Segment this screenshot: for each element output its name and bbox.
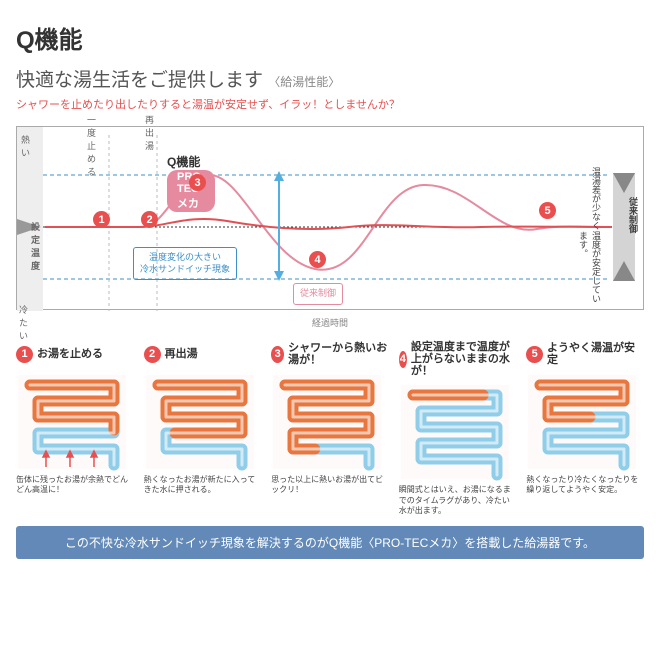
step-number-3: 3 bbox=[271, 346, 284, 363]
step-title-4: 設定温度まで温度が上がらないままの水が！ bbox=[411, 341, 516, 377]
step-2: 2 再出湯熱くなったお湯が新たに入ってきた水に押される。 bbox=[144, 341, 262, 516]
step-number-5: 5 bbox=[526, 346, 543, 363]
step-desc-1: 缶体に残ったお湯が余熱でどんどん高温に！ bbox=[16, 475, 134, 496]
subtitle-main: 快適な湯生活をご提供します bbox=[16, 70, 263, 91]
summary-banner: この不快な冷水サンドイッチ現象を解決するのがQ機能〈PRO-TECメカ〉を搭載し… bbox=[16, 526, 644, 559]
step-illustration-4 bbox=[399, 383, 517, 481]
subtitle: 快適な湯生活をご提供します 〈給湯性能〉 bbox=[16, 65, 644, 92]
right-bracket-label: 従来制御 bbox=[627, 197, 640, 233]
step-desc-4: 瞬間式とはいえ、お湯になるまでのタイムラグがあり、冷たい水が出ます。 bbox=[399, 485, 517, 516]
step-title-3: シャワーから熱いお湯が！ bbox=[288, 342, 389, 366]
lead-text: シャワーを止めたり出したりすると湯温が安定せず、イラッ！としませんか？ bbox=[16, 96, 644, 112]
callout-conventional: 従来制御 bbox=[293, 283, 343, 305]
callout-cold-sandwich: 温度変化の大きい冷水サンドイッチ現象 bbox=[133, 247, 237, 280]
step-4: 4設定温度まで温度が上がらないままの水が！ 瞬間式とはいえ、お湯になるまでのタイム… bbox=[399, 341, 517, 516]
step-illustration-5 bbox=[526, 373, 644, 471]
step-desc-3: 思った以上に熱いお湯が出てビックリ！ bbox=[271, 475, 389, 496]
step-title-1: お湯を止める bbox=[37, 348, 103, 360]
step-number-2: 2 bbox=[144, 346, 161, 363]
step-title-5: ようやく湯温が安定 bbox=[547, 342, 644, 366]
temperature-chart: 熱い冷たい設定温度一度止める再出湯Q機能 PRO-TECメカ温度変化の大きい冷水… bbox=[16, 126, 644, 310]
step-5: 5ようやく湯温が安定熱くなったり冷たくなったりを繰り返してようやく安定。 bbox=[526, 341, 644, 516]
step-title-2: 再出湯 bbox=[165, 348, 198, 360]
step-illustration-3 bbox=[271, 373, 389, 471]
subtitle-note: 〈給湯性能〉 bbox=[268, 75, 340, 89]
chart-marker-4: 4 bbox=[309, 251, 326, 268]
q-label: Q機能 bbox=[167, 155, 200, 169]
chart-marker-1: 1 bbox=[93, 211, 110, 228]
page-title: Q機能 bbox=[16, 20, 644, 55]
step-desc-2: 熱くなったお湯が新たに入ってきた水に押される。 bbox=[144, 475, 262, 496]
right-text-top: 温湯差が少なく bbox=[590, 167, 603, 230]
step-desc-5: 熱くなったり冷たくなったりを繰り返してようやく安定。 bbox=[526, 475, 644, 496]
x-axis-label: 経過時間 bbox=[16, 316, 644, 329]
step-1: 1 お湯を止める缶体に残ったお湯が余熱でどんどん高温に！ bbox=[16, 341, 134, 516]
step-3: 3シャワーから熱いお湯が！ 思った以上に熱いお湯が出てビックリ！ bbox=[271, 341, 389, 516]
step-illustration-2 bbox=[144, 373, 262, 471]
step-number-1: 1 bbox=[16, 346, 33, 363]
chart-marker-3: 3 bbox=[189, 174, 206, 191]
step-illustration-1 bbox=[16, 373, 134, 471]
step-number-4: 4 bbox=[399, 351, 407, 368]
step-row: 1 お湯を止める缶体に残ったお湯が余熱でどんどん高温に！ 2 再出湯熱くなったお湯が新… bbox=[16, 341, 644, 516]
chart-marker-2: 2 bbox=[141, 211, 158, 228]
right-text-bottom: 温度が安定しています。 bbox=[577, 231, 603, 309]
chart-marker-5: 5 bbox=[539, 202, 556, 219]
